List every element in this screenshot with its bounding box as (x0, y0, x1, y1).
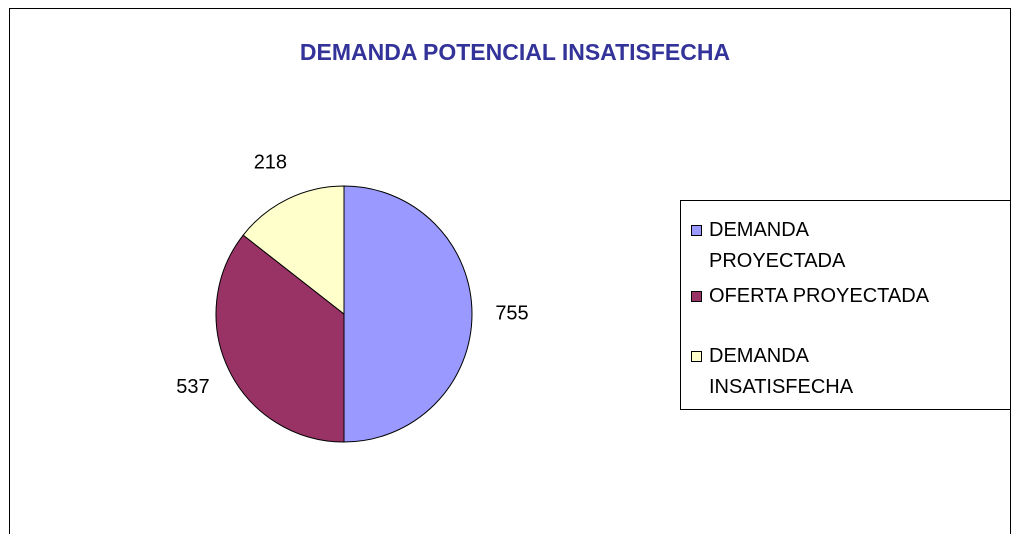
data-label: 218 (254, 151, 287, 173)
legend-item: DEMANDA INSATISFECHA (689, 341, 859, 403)
legend-label: OFERTA PROYECTADA (709, 285, 930, 307)
pie-slice (343, 185, 473, 443)
legend-item: DEMANDA PROYECTADA (689, 215, 859, 277)
data-label: 755 (495, 302, 528, 324)
legend-label: DEMANDA PROYECTADA (709, 219, 846, 272)
chart-title: DEMANDA POTENCIAL INSATISFECHA (300, 39, 730, 65)
legend: DEMANDA PROYECTADA OFERTA PROYECTADA DEMAN… (680, 200, 1011, 410)
legend-swatch (691, 291, 702, 302)
data-label: 537 (176, 376, 209, 398)
legend-swatch (691, 351, 702, 362)
legend-swatch (691, 225, 702, 236)
pie-slice (215, 234, 345, 443)
pie-slice (242, 185, 345, 316)
legend-item: OFERTA PROYECTADA (689, 281, 929, 312)
legend-label: DEMANDA INSATISFECHA (709, 345, 854, 398)
